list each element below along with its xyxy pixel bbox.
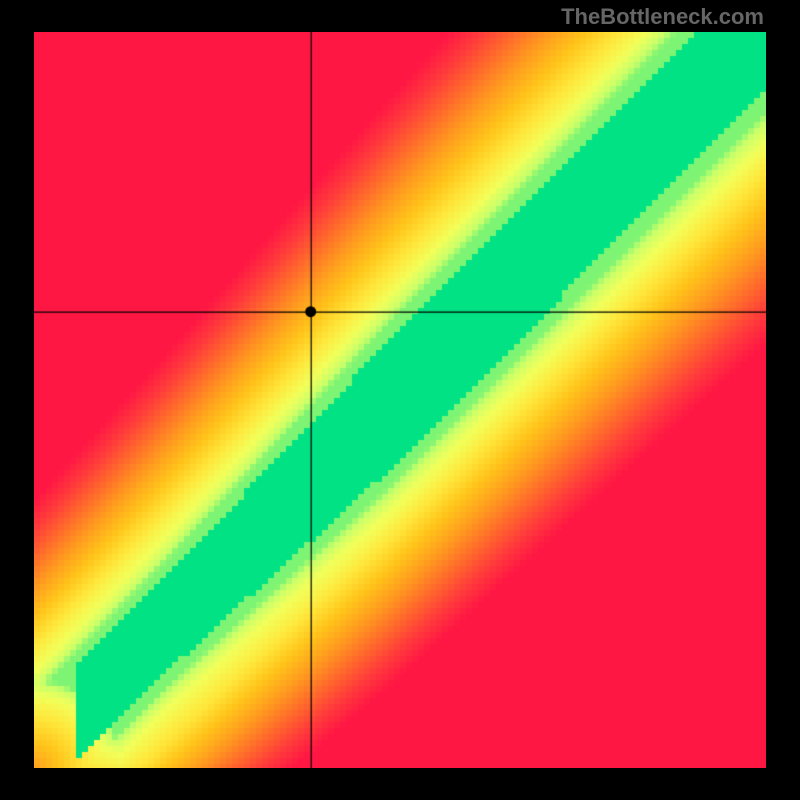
bottleneck-heatmap xyxy=(34,32,766,768)
watermark-text: TheBottleneck.com xyxy=(561,4,764,30)
page-root: TheBottleneck.com xyxy=(0,0,800,800)
